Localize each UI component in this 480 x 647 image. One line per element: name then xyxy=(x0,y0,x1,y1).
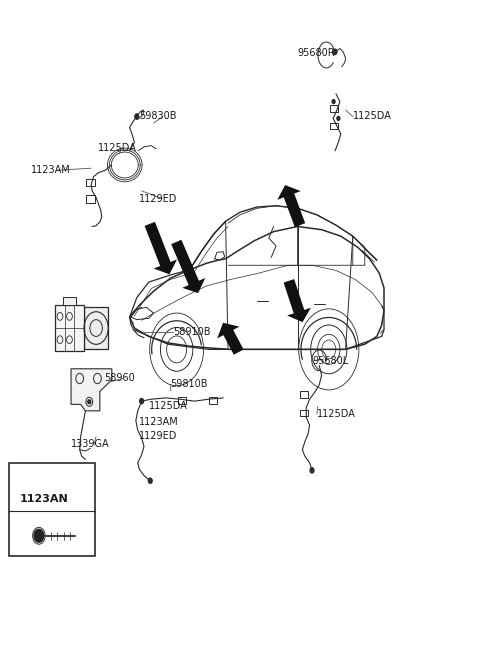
Circle shape xyxy=(333,49,337,54)
Bar xyxy=(300,410,308,416)
Bar xyxy=(55,305,84,351)
Bar xyxy=(300,391,308,398)
Text: 1129ED: 1129ED xyxy=(139,431,178,441)
Text: 1125DA: 1125DA xyxy=(149,401,188,411)
Text: 58960: 58960 xyxy=(105,373,135,384)
Bar xyxy=(86,179,95,186)
Text: 1125DA: 1125DA xyxy=(98,142,137,153)
Circle shape xyxy=(88,400,91,404)
Text: 1125DA: 1125DA xyxy=(317,409,356,419)
Circle shape xyxy=(34,529,44,542)
Bar xyxy=(209,397,217,404)
Circle shape xyxy=(140,399,144,404)
Bar xyxy=(178,397,186,404)
Text: 1129ED: 1129ED xyxy=(139,193,178,204)
Text: 1123AM: 1123AM xyxy=(139,417,179,427)
Text: 59810B: 59810B xyxy=(170,379,208,389)
Polygon shape xyxy=(71,369,112,411)
Circle shape xyxy=(148,478,152,483)
Circle shape xyxy=(332,100,335,104)
Text: 95680L: 95680L xyxy=(312,356,348,366)
Bar xyxy=(84,307,108,349)
Text: 58910B: 58910B xyxy=(173,327,210,337)
Circle shape xyxy=(135,114,139,119)
Text: 1123AM: 1123AM xyxy=(31,165,71,175)
Circle shape xyxy=(310,468,314,473)
Text: 59830B: 59830B xyxy=(139,111,177,122)
Bar xyxy=(9,463,95,556)
Text: 1339GA: 1339GA xyxy=(71,439,109,450)
Text: 95680R: 95680R xyxy=(298,48,335,58)
Bar xyxy=(330,105,338,112)
Text: 1125DA: 1125DA xyxy=(353,111,392,122)
Circle shape xyxy=(337,116,340,120)
Bar xyxy=(330,123,338,129)
Bar xyxy=(86,195,95,203)
Text: 1123AN: 1123AN xyxy=(19,494,68,505)
Bar xyxy=(63,297,76,305)
